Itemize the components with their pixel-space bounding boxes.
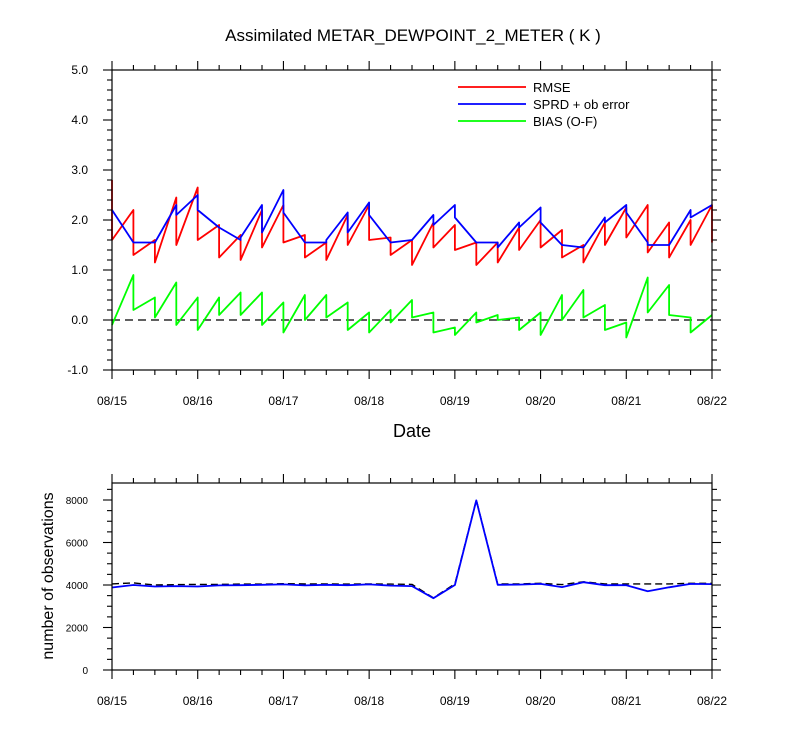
x-tick-label: 08/17	[268, 394, 298, 408]
bottom-series-group	[111, 499, 713, 600]
x-axis-label: Date	[393, 421, 431, 441]
y-tick-label: 4000	[66, 581, 89, 592]
top-series-group	[111, 180, 713, 339]
x-tick-label: 08/20	[526, 694, 556, 708]
x-tick-label: 08/21	[611, 694, 641, 708]
plot-frame	[111, 482, 713, 671]
x-tick-label: 08/19	[440, 394, 470, 408]
rmse-spread-bias-chart: Assimilated METAR_DEWPOINT_2_METER ( K )…	[67, 26, 727, 441]
y-tick-label: 0	[82, 666, 88, 677]
y-tick-label: 5.0	[71, 63, 88, 77]
x-tick-label: 08/17	[268, 694, 298, 708]
y-tick-label: 4.0	[71, 113, 88, 127]
y-tick-label: 8000	[66, 496, 89, 507]
y-tick-label: 2.0	[71, 213, 88, 227]
top-axes: 08/15 08/16 08/17 08/18 08/19 08/20 08/21 08/22…	[67, 61, 727, 408]
x-tick-label: 08/22	[697, 394, 727, 408]
x-tick-label: 08/16	[183, 394, 213, 408]
y-tick-label: 1.0	[71, 263, 88, 277]
chart-title: Assimilated METAR_DEWPOINT_2_METER ( K )	[225, 26, 601, 45]
x-tick-label: 08/21	[611, 394, 641, 408]
legend-label: BIAS (O-F)	[533, 114, 597, 129]
x-tick-label: 08/22	[697, 694, 727, 708]
legend-label: RMSE	[533, 80, 571, 95]
series-line-rmse	[111, 180, 713, 266]
x-tick-label: 08/20	[526, 394, 556, 408]
x-tick-label: 08/19	[440, 694, 470, 708]
x-tick-label: 08/15	[97, 694, 127, 708]
legend: RMSE SPRD + ob error BIAS (O-F)	[458, 80, 630, 129]
series-line-bias-o-f	[111, 274, 713, 339]
y-tick-label: 3.0	[71, 163, 88, 177]
legend-label: SPRD + ob error	[533, 97, 630, 112]
y-tick-label: -1.0	[67, 363, 88, 377]
series-line-possible	[111, 499, 712, 599]
series-line-sprd-ob-error	[111, 189, 713, 249]
series-line-assimilated	[111, 499, 713, 600]
x-tick-label: 08/16	[183, 694, 213, 708]
y-tick-label: 6000	[66, 539, 89, 550]
observation-count-chart: 08/15 08/16 08/17 08/18 08/19 08/20 08/21 08/22…	[40, 474, 727, 708]
y-tick-label: 0.0	[71, 313, 88, 327]
y-tick-label: 2000	[66, 624, 89, 635]
x-tick-label: 08/18	[354, 694, 384, 708]
x-tick-label: 08/15	[97, 394, 127, 408]
x-tick-label: 08/18	[354, 394, 384, 408]
y-axis-label: number of observations	[40, 492, 57, 659]
bottom-axes: 08/15 08/16 08/17 08/18 08/19 08/20 08/21 08/22…	[66, 474, 727, 708]
